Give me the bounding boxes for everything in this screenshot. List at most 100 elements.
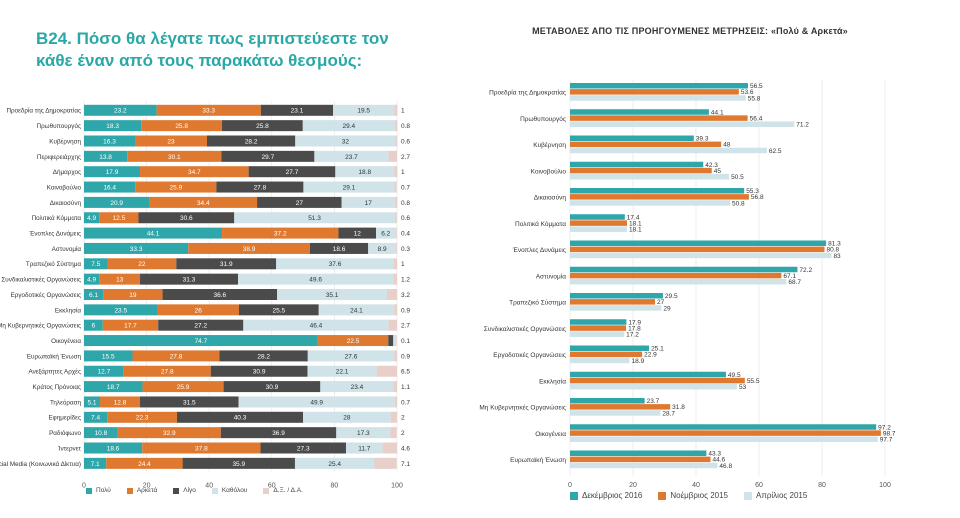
right-category-label: Ευρωπαϊκή Ένωση: [510, 457, 566, 464]
left-bar-value-label: 20.9: [110, 200, 123, 207]
right-bar: [570, 377, 745, 384]
left-bar-segment: [156, 104, 261, 116]
left-bar-segment: [84, 350, 133, 362]
legend-item: Απρίλιος 2015: [744, 491, 807, 500]
left-bar-segment: [220, 427, 337, 439]
left-bar-segment: [388, 335, 394, 347]
left-bar-value-label: 6.1: [89, 292, 98, 299]
left-bar-segment: [157, 304, 239, 316]
left-bar-value-label: 24.4: [138, 461, 151, 468]
left-bar-segment: [394, 104, 398, 116]
left-bar-value-label: 1.2: [401, 277, 410, 284]
right-bar: [570, 200, 731, 206]
left-bar-value-label: 4.6: [401, 445, 410, 452]
right-category-label: Προεδρία της Δημοκρατίας: [489, 89, 566, 97]
left-category-label: Πρωθυπουργός: [37, 122, 81, 130]
left-bar-segment: [394, 181, 397, 193]
right-bar: [570, 89, 739, 95]
left-bar-segment: [396, 242, 397, 254]
left-category-label: Κράτος Πρόνοιας: [33, 383, 81, 391]
left-bar-segment: [84, 104, 157, 116]
left-bar-value-label: 23.7: [345, 154, 358, 161]
left-bar-value-label: 6: [92, 323, 96, 330]
left-bar-segment: [376, 227, 396, 239]
left-bar-segment: [338, 227, 377, 239]
right-category-label: Μη Κυβερνητικές Οργανώσεις: [479, 404, 566, 412]
right-bar: [570, 293, 663, 299]
legend-label: Λίγο: [183, 487, 196, 494]
left-category-label: Τραπεζικό Σύστημα: [26, 260, 81, 268]
left-bar-value-label: 17.9: [106, 169, 119, 176]
left-category-label: Δικαιοσύνη: [50, 199, 82, 207]
right-bar: [570, 135, 694, 141]
left-bar-value-label: 22.1: [336, 369, 349, 376]
left-bar-segment: [307, 350, 395, 362]
right-bar-value-label: 56.5: [750, 83, 763, 90]
left-bar-segment: [103, 289, 163, 300]
left-bar-value-label: 2.7: [401, 323, 410, 330]
left-bar-value-label: 27.7: [286, 169, 299, 176]
left-bar-segment: [140, 166, 249, 178]
right-bar: [570, 188, 745, 194]
left-bar-segment: [368, 242, 397, 254]
left-bar-value-label: 35.1: [326, 292, 339, 299]
left-bar-value-label: 25.9: [170, 184, 183, 191]
left-category-label: Εκκλησία: [55, 306, 81, 314]
left-bar-segment: [238, 304, 319, 316]
right-bar: [570, 109, 709, 115]
right-bar-value-label: 42.3: [705, 162, 718, 169]
right-bar-value-label: 97.2: [878, 424, 891, 431]
left-bar-value-label: 2: [401, 430, 405, 437]
legend-item: Νοέμβριος 2015: [658, 491, 728, 500]
right-bar-value-label: 53.6: [741, 89, 754, 96]
left-bar-value-label: 25.8: [256, 123, 269, 130]
left-category-label: Ραδιόφωνο: [49, 429, 81, 437]
left-bar-segment: [223, 381, 321, 393]
right-bar: [570, 147, 767, 154]
left-bar-segment: [84, 289, 104, 300]
left-bar-value-label: 18.6: [333, 246, 346, 253]
left-bar-segment: [141, 120, 223, 132]
right-chart-title: ΜΕΤΑΒΟΛΕΣ ΑΠΟ ΤΙΣ ΠΡΟΗΓΟΥΜΕΝΕΣ ΜΕΤΡΗΣΕΙΣ…: [532, 26, 848, 36]
right-x-tick-label: 100: [879, 482, 891, 489]
left-category-label: Εργοδοτικές Οργανώσεις: [11, 291, 81, 299]
right-bar: [570, 173, 730, 180]
left-category-label: Τηλεόραση: [50, 398, 81, 406]
right-bar-value-label: 97.7: [880, 437, 893, 444]
left-bar-value-label: 31.9: [220, 261, 233, 268]
legend-swatch: [744, 491, 752, 500]
right-bar-value-label: 18.1: [629, 220, 642, 227]
left-bar-value-label: 29.1: [343, 184, 356, 191]
left-category-label: Ένοπλες Δυνάμεις: [28, 230, 81, 238]
right-bar: [570, 121, 795, 127]
left-bar-value-label: 12.5: [113, 215, 126, 222]
left-bar-value-label: 28.2: [257, 353, 270, 360]
left-bar-value-label: 23: [167, 138, 175, 145]
left-bar-value-label: 33.3: [130, 246, 143, 253]
right-category-label: Εργοδοτικές Οργανώσεις: [493, 351, 566, 359]
left-bar-value-label: 16.4: [103, 184, 116, 191]
legend-swatch: [570, 491, 578, 500]
left-bar-value-label: 5.1: [87, 399, 96, 406]
right-bar: [570, 272, 782, 279]
left-bar-value-label: 0.7: [401, 184, 410, 191]
right-bar-value-label: 45: [714, 168, 722, 175]
left-bar-segment: [314, 150, 389, 162]
legend-item: Αρκετά: [126, 487, 157, 494]
right-bar-value-label: 80.8: [827, 247, 840, 254]
right-category-label: Αστυνομία: [536, 272, 567, 280]
right-bar: [570, 266, 798, 273]
right-category-label: Πολιτικά Κόμματα: [515, 220, 566, 228]
right-bar: [570, 305, 662, 311]
right-bar: [570, 95, 746, 101]
right-bar-value-label: 18.9: [632, 358, 645, 365]
left-bar-value-label: 7.5: [91, 261, 100, 268]
left-category-label: Ίντερνετ: [57, 445, 81, 452]
left-bar-value-label: 27.8: [170, 353, 183, 360]
right-bar: [570, 430, 881, 436]
left-category-label: Δήμαρχος: [53, 169, 81, 176]
right-bar: [570, 319, 627, 325]
left-bar-segment: [222, 227, 339, 239]
left-bar-segment: [84, 335, 318, 347]
right-x-tick-label: 0: [568, 482, 572, 489]
